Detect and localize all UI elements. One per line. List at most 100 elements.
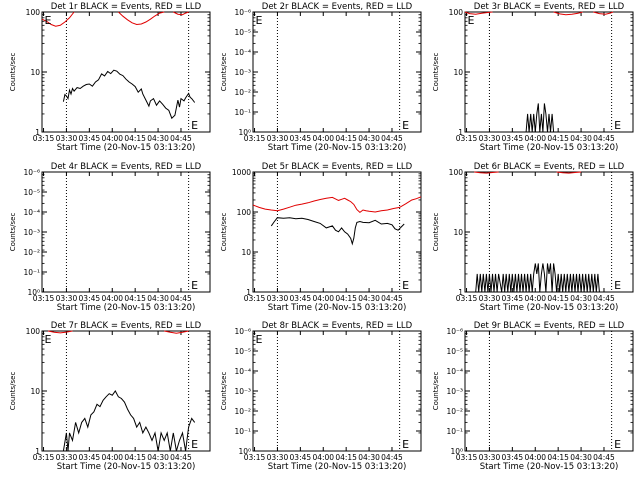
x-axis-label: Start Time (20-Nov-15 03:13:20)	[57, 143, 196, 153]
x-tick-label: 04:15	[547, 134, 569, 143]
panel-det-9r: Det 9r BLACK = Events, RED = LLD 03:15 03:…	[432, 321, 634, 472]
y-axis-label: Counts/sec	[9, 372, 17, 411]
y-tick-label: 1000	[232, 168, 251, 177]
x-tick-label: 03:45	[502, 134, 524, 143]
lld-series-line	[41, 11, 75, 27]
panel-title: Det 4r BLACK = Events, RED = LLD	[51, 162, 202, 172]
x-tick-label: 03:30	[56, 453, 78, 462]
x-tick-label: 04:00	[524, 294, 546, 303]
y-axis-label: Counts/sec	[9, 213, 17, 252]
x-tick-label: 04:45	[593, 294, 615, 303]
y-tick-label: 1	[35, 128, 40, 137]
x-tick-label: 04:00	[312, 294, 334, 303]
events-series-line	[475, 263, 600, 293]
x-tick-label: 03:15	[456, 134, 478, 143]
x-tick-label: 03:15	[33, 134, 55, 143]
x-tick-label: 04:30	[570, 134, 592, 143]
panel-title: Det 1r BLACK = Events, RED = LLD	[51, 2, 202, 12]
plot-frame	[41, 171, 211, 293]
panel-title: Det 5r BLACK = Events, RED = LLD	[262, 162, 413, 172]
y-axis-label: Counts/sec	[432, 53, 440, 92]
e-marker: E	[614, 279, 621, 292]
x-tick-label: 03:30	[267, 294, 289, 303]
x-tick-label: 03:30	[267, 134, 289, 143]
lld-series-line	[464, 11, 493, 15]
x-tick-label: 03:15	[33, 453, 55, 462]
x-tick-label: 03:15	[456, 453, 478, 462]
x-tick-label: 04:00	[524, 134, 546, 143]
y-tick-label: 10⁻¹	[234, 108, 251, 117]
e-marker: E	[191, 438, 198, 451]
x-tick-label: 03:15	[33, 294, 55, 303]
e-marker: E	[402, 119, 409, 132]
x-tick-label: 04:00	[101, 294, 123, 303]
plot-frame	[464, 171, 634, 293]
y-axis-label: Counts/sec	[9, 53, 17, 92]
y-tick-label: 10⁻³	[234, 387, 251, 396]
e-marker: E	[402, 438, 409, 451]
lld-series-line	[474, 171, 499, 174]
y-tick-label: 10⁻³	[446, 387, 463, 396]
y-tick-label: 10⁻³	[23, 228, 40, 237]
e-marker: E	[191, 279, 198, 292]
x-tick-label: 04:45	[593, 134, 615, 143]
x-tick-label: 04:30	[358, 294, 380, 303]
x-axis-label: Start Time (20-Nov-15 03:13:20)	[57, 303, 196, 313]
plot-frame	[252, 11, 422, 133]
panel-title: Det 6r BLACK = Events, RED = LLD	[474, 162, 625, 172]
x-tick-label: 03:30	[56, 294, 78, 303]
y-tick-label: 10⁰	[238, 128, 251, 137]
x-tick-label: 04:45	[170, 294, 192, 303]
y-tick-label: 1	[35, 447, 40, 456]
x-tick-label: 04:00	[101, 453, 123, 462]
x-tick-label: 03:30	[56, 134, 78, 143]
panel-det-5r: Det 5r BLACK = Events, RED = LLD 03:15 03:…	[220, 162, 422, 313]
y-tick-label: 1	[458, 288, 463, 297]
y-tick-label: 10⁻²	[23, 248, 40, 257]
y-axis-label: Counts/sec	[220, 213, 228, 252]
x-tick-label: 03:15	[244, 294, 266, 303]
y-tick-label: 10⁻³	[234, 68, 251, 77]
x-tick-label: 04:30	[570, 294, 592, 303]
plot-frame	[252, 330, 422, 452]
y-tick-label: 10⁻⁴	[234, 48, 251, 57]
x-axis-label: Start Time (20-Nov-15 03:13:20)	[480, 303, 619, 313]
y-tick-label: 10⁻²	[234, 407, 251, 416]
events-series-line	[270, 217, 405, 246]
x-tick-label: 04:15	[547, 294, 569, 303]
e-marker: E	[45, 14, 52, 27]
x-tick-label: 04:30	[358, 134, 380, 143]
y-tick-label: 10⁻⁶	[234, 327, 251, 336]
x-tick-label: 03:30	[479, 294, 501, 303]
y-tick-label: 10⁻⁶	[23, 168, 40, 177]
x-axis-label: Start Time (20-Nov-15 03:13:20)	[480, 462, 619, 472]
x-tick-label: 04:45	[170, 453, 192, 462]
x-tick-label: 04:15	[335, 453, 357, 462]
x-tick-label: 04:45	[381, 134, 403, 143]
panel-title: Det 9r BLACK = Events, RED = LLD	[474, 321, 625, 331]
x-tick-label: 03:30	[479, 134, 501, 143]
x-tick-label: 04:45	[381, 453, 403, 462]
x-tick-label: 03:30	[479, 453, 501, 462]
e-marker: E	[191, 119, 198, 132]
e-marker: E	[45, 333, 52, 346]
y-tick-label: 10	[453, 228, 463, 237]
y-tick-label: 100	[449, 8, 464, 17]
y-tick-label: 100	[237, 208, 252, 217]
lld-series-line	[556, 171, 582, 174]
y-tick-label: 10⁻⁶	[234, 8, 251, 17]
e-marker: E	[614, 438, 621, 451]
panel-title: Det 8r BLACK = Events, RED = LLD	[262, 321, 413, 331]
e-marker: E	[468, 14, 475, 27]
x-tick-label: 04:30	[570, 453, 592, 462]
y-tick-label: 10	[453, 68, 463, 77]
x-tick-label: 04:15	[335, 294, 357, 303]
x-axis-label: Start Time (20-Nov-15 03:13:20)	[268, 462, 407, 472]
y-tick-label: 100	[26, 8, 41, 17]
x-axis-label: Start Time (20-Nov-15 03:13:20)	[268, 303, 407, 313]
events-series-line	[525, 103, 555, 133]
y-tick-label: 10⁻⁴	[23, 208, 40, 217]
y-tick-label: 10⁻⁵	[23, 188, 40, 197]
